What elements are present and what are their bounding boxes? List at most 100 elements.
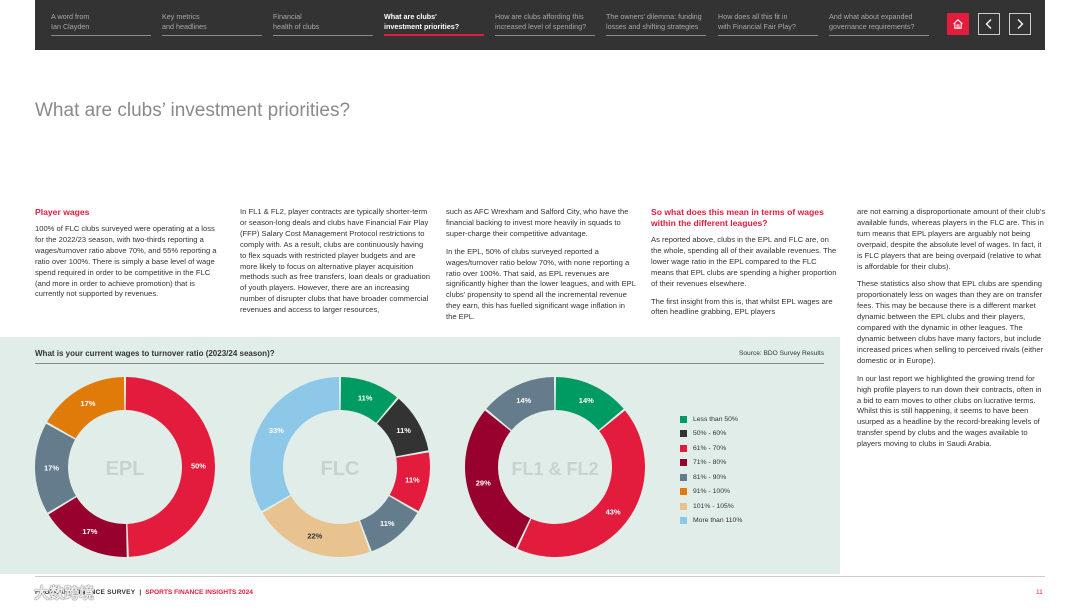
legend-swatch (680, 459, 687, 467)
text-column-5: are not earning a disproportionate amoun… (857, 207, 1047, 457)
slice-value-label: 11% (380, 519, 395, 528)
legend-swatch (680, 444, 687, 452)
nav-item-label: A word from (51, 12, 90, 21)
legend-item: 101% - 105% (680, 499, 742, 514)
watermark-logo: 大数跨境 (8, 582, 94, 603)
nav-item-label: How are clubs affording this (495, 12, 584, 21)
legend-item: 91% - 100% (680, 485, 742, 500)
nav-item-label: Key metrics (162, 12, 200, 21)
body-paragraph: In FL1 & FL2, player contracts are typic… (240, 207, 430, 315)
legend-swatch (680, 517, 687, 525)
body-paragraph: 100% of FLC clubs surveyed were operatin… (35, 224, 217, 299)
body-paragraph: In our last report we highlighted the gr… (857, 373, 1042, 449)
legend-label: 81% - 90% (693, 473, 727, 481)
footer-publication: FOOTBALL FINANCE SURVEY | SPORTS FINANCE I… (35, 589, 253, 596)
body-paragraph: In the EPL, 50% of clubs surveyed report… (446, 246, 636, 322)
legend-label: More than 110% (693, 517, 743, 525)
legend-swatch (680, 430, 687, 438)
nav-item-label: with Financial Fair Play? (718, 22, 796, 31)
nav-item-owners-dilemma[interactable]: The owners' dilemma: funding losses and … (606, 12, 706, 36)
nav-item-label: and headlines (162, 22, 207, 31)
chevron-left-icon (985, 19, 992, 29)
publication-name: FOOTBALL FINANCE SURVEY (35, 589, 136, 596)
slice-value-label: 14% (579, 396, 594, 405)
body-paragraph: such as AFC Wrexham and Salford City, wh… (446, 207, 629, 238)
slice-value-label: 29% (476, 479, 491, 488)
previous-page-button[interactable] (978, 13, 1000, 35)
slice-value-label: 11% (396, 426, 411, 435)
donut-center-label: FL1 & FL2 (511, 459, 598, 479)
section-heading-wages-leagues: So what does this mean in terms of wages… (651, 207, 824, 228)
donut-slice (340, 377, 398, 423)
slice-value-label: 11% (358, 393, 373, 402)
nav-item-label: investment priorities? (384, 22, 460, 31)
nav-item-label: health of clubs (273, 22, 320, 31)
donut-slice (47, 377, 125, 439)
nav-item-key-metrics[interactable]: Key metrics and headlines (162, 12, 262, 36)
slice-value-label: 22% (307, 532, 322, 541)
donut-center-label: EPL (106, 458, 145, 480)
footer-divider (35, 576, 1045, 577)
home-button[interactable] (947, 13, 969, 35)
legend-item: 50% - 60% (680, 427, 742, 442)
nav-item-label: governance requirements? (829, 22, 915, 31)
donut-slice (250, 377, 340, 512)
nav-item-label: Ian Clayden (51, 22, 90, 31)
donut-center-label: FLC (321, 458, 360, 480)
slice-value-label: 17% (82, 527, 97, 536)
donut-fl1-fl2: 14% 43% 29% 14% FL1 & FL2 (465, 377, 645, 557)
chart-title: What is your current wages to turnover r… (35, 349, 275, 358)
nav-item-investment-priorities[interactable]: What are clubs' investment priorities? (384, 12, 484, 36)
donut-slice (555, 377, 624, 431)
nav-item-label: The owners' dilemma: funding (606, 12, 702, 21)
home-icon (953, 19, 963, 29)
legend-item: 61% - 70% (680, 441, 742, 456)
chevron-right-icon (1017, 19, 1024, 29)
text-column-2: In FL1 & FL2, player contracts are typic… (240, 207, 430, 323)
nav-item-financial-health[interactable]: Financial health of clubs (273, 12, 373, 36)
legend-item: More than 110% (680, 514, 742, 529)
donut-slice (262, 496, 370, 557)
nav-item-financial-fair-play[interactable]: How does all this fit in with Financial … (718, 12, 818, 36)
donut-slice (465, 410, 531, 548)
chart-legend: Less than 50% 50% - 60% 61% - 70% 71% - 80%… (680, 412, 742, 528)
legend-label: Less than 50% (693, 415, 738, 423)
slice-value-label: 33% (269, 426, 284, 435)
watermark-text: 大数跨境 (34, 585, 95, 602)
legend-item: 71% - 80% (680, 456, 742, 471)
next-page-button[interactable] (1009, 13, 1031, 35)
legend-label: 61% - 70% (693, 444, 727, 452)
legend-label: 101% - 105% (693, 502, 734, 510)
donut-epl: 50% 17% 17% 17% EPL (35, 377, 216, 557)
nav-item-a-word-from[interactable]: A word from Ian Clayden (51, 12, 151, 36)
nav-item-governance[interactable]: And what about expanded governance requi… (829, 12, 929, 36)
legend-swatch (680, 502, 687, 510)
series-name: SPORTS FINANCE INSIGHTS 2024 (145, 589, 253, 596)
legend-label: 71% - 80% (693, 459, 727, 467)
legend-label: 91% - 100% (693, 488, 731, 496)
body-paragraph: The first insight from this is, that whi… (651, 296, 833, 317)
body-paragraph: are not earning a disproportionate amoun… (857, 207, 1046, 271)
text-column-3: such as AFC Wrexham and Salford City, wh… (446, 207, 636, 330)
donut-slice (125, 377, 216, 557)
donut-slice (48, 497, 127, 557)
legend-swatch (680, 415, 687, 423)
donut-slice (377, 398, 429, 457)
body-paragraph: These statistics also show that EPL club… (857, 279, 1044, 365)
slice-value-label: 50% (191, 461, 206, 470)
top-navigation: A word from Ian Clayden Key metrics and … (35, 0, 1045, 50)
donut-slice (389, 452, 430, 512)
donut-slice (360, 496, 418, 552)
nav-item-label: And what about expanded (829, 12, 913, 21)
nav-item-affording-spending[interactable]: How are clubs affording this increased l… (495, 12, 595, 36)
nav-item-label: increased level of spending? (495, 22, 587, 31)
chart-divider (35, 363, 824, 364)
section-heading-player-wages: Player wages (35, 207, 90, 217)
donut-flc: 11% 11% 11% 11% 22% 33% FLC (250, 377, 430, 557)
nav-item-label: How does all this fit in (718, 12, 788, 21)
legend-swatch (680, 473, 687, 481)
legend-label: 50% - 60% (693, 430, 727, 438)
nav-item-label: What are clubs' (384, 12, 437, 21)
legend-item: Less than 50% (680, 412, 742, 427)
chart-source: Source: BDO Survey Results (738, 350, 824, 357)
